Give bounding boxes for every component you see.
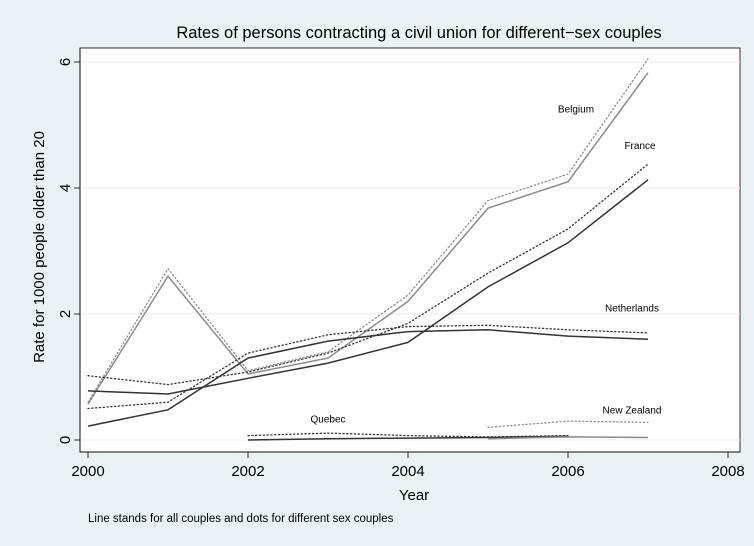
x-tick-label: 2006 — [551, 463, 584, 480]
series-netherlands-all-couples-line — [87, 179, 649, 395]
series-france-all-couples-line — [87, 329, 649, 427]
x-tick-label: 2004 — [391, 463, 424, 480]
y-axis-label: Rate for 1000 people older than 20 — [31, 131, 48, 363]
series-netherlands-different-sex-line — [87, 163, 649, 386]
grid-layer — [80, 61, 740, 441]
series-label-belgium: Belgium — [558, 104, 594, 115]
x-tick-label: 2000 — [71, 463, 104, 480]
series-layer — [87, 58, 649, 441]
series-label-france: France — [624, 141, 656, 152]
chart-note: Line stands for all couples and dots for… — [88, 513, 394, 525]
plot-area — [79, 47, 741, 453]
series-quebec-all-couples-line — [247, 435, 569, 441]
tick-layer: 0 2 4 6 2000 2002 2004 2006 2008 — [57, 58, 745, 480]
series-france-different-sex-line — [87, 324, 649, 410]
series-new-zealand-all-couples-line — [487, 436, 649, 440]
x-axis-label: Year — [399, 487, 429, 504]
y-tick-label: 0 — [57, 436, 74, 444]
x-tick-label: 2008 — [711, 463, 744, 480]
series-belgium-all-couples-line — [87, 72, 649, 405]
series-label-netherlands: Netherlands — [605, 303, 659, 314]
y-tick-label: 4 — [57, 184, 74, 192]
chart-title: Rates of persons contracting a civil uni… — [176, 24, 661, 42]
y-tick-label: 2 — [57, 310, 74, 318]
series-label-new-zealand: New Zealand — [603, 406, 662, 417]
x-tick-label: 2002 — [231, 463, 264, 480]
series-new-zealand-different-sex-line — [487, 420, 649, 429]
series-label-layer: Belgium France Netherlands Quebec New Zealan… — [310, 104, 661, 425]
y-tick-label: 6 — [57, 58, 74, 66]
series-label-quebec: Quebec — [310, 414, 345, 425]
